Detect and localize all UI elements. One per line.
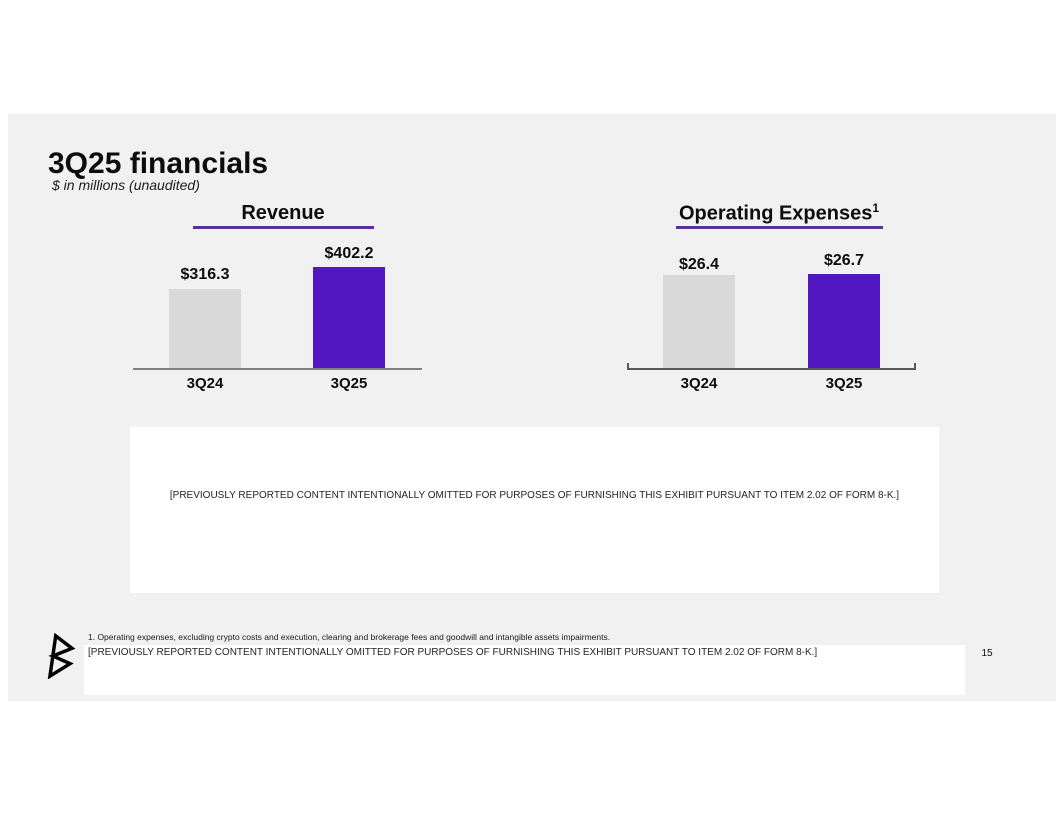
opex-category-3q25: 3Q25: [825, 375, 863, 392]
page-subtitle: $ in millions (unaudited): [52, 177, 200, 193]
revenue-category-3q24: 3Q24: [186, 375, 224, 392]
opex-title-underline: [676, 226, 883, 229]
opex-title-text: Operating Expenses: [678, 202, 873, 225]
opex-category-3q24: 3Q24: [680, 375, 718, 392]
revenue-bar-3q24: [169, 289, 241, 369]
page-number: 15: [981, 648, 993, 659]
revenue-title-underline: [193, 226, 374, 229]
opex-title-footnote-marker: 1: [872, 201, 880, 215]
revenue-axis: [133, 368, 422, 370]
revenue-category-3q25: 3Q25: [330, 375, 368, 392]
omitted-content-box-bottom: [PREVIOUSLY REPORTED CONTENT INTENTIONAL…: [84, 645, 965, 695]
page-title: 3Q25 financials: [48, 147, 269, 180]
revenue-value-label-3q24: $316.3: [180, 266, 230, 283]
omitted-content-box: [PREVIOUSLY REPORTED CONTENT INTENTIONAL…: [130, 427, 939, 593]
footnote: 1. Operating expenses, excluding crypto …: [88, 632, 611, 642]
bakkt-b-icon: [47, 632, 76, 680]
revenue-chart-title: Revenue: [241, 202, 325, 224]
slide-background: [8, 114, 1056, 701]
revenue-bar-3q25: [313, 267, 385, 369]
revenue-value-label-3q25: $402.2: [324, 245, 374, 262]
opex-value-label-3q24: $26.4: [678, 256, 720, 273]
opex-chart-title: Operating Expenses1: [669, 201, 889, 225]
bakkt-logo: [44, 632, 77, 680]
opex-axis: [627, 363, 916, 370]
opex-bar-3q24: [663, 275, 735, 369]
opex-value-label-3q25: $26.7: [823, 252, 865, 269]
opex-bar-3q25: [808, 274, 880, 369]
